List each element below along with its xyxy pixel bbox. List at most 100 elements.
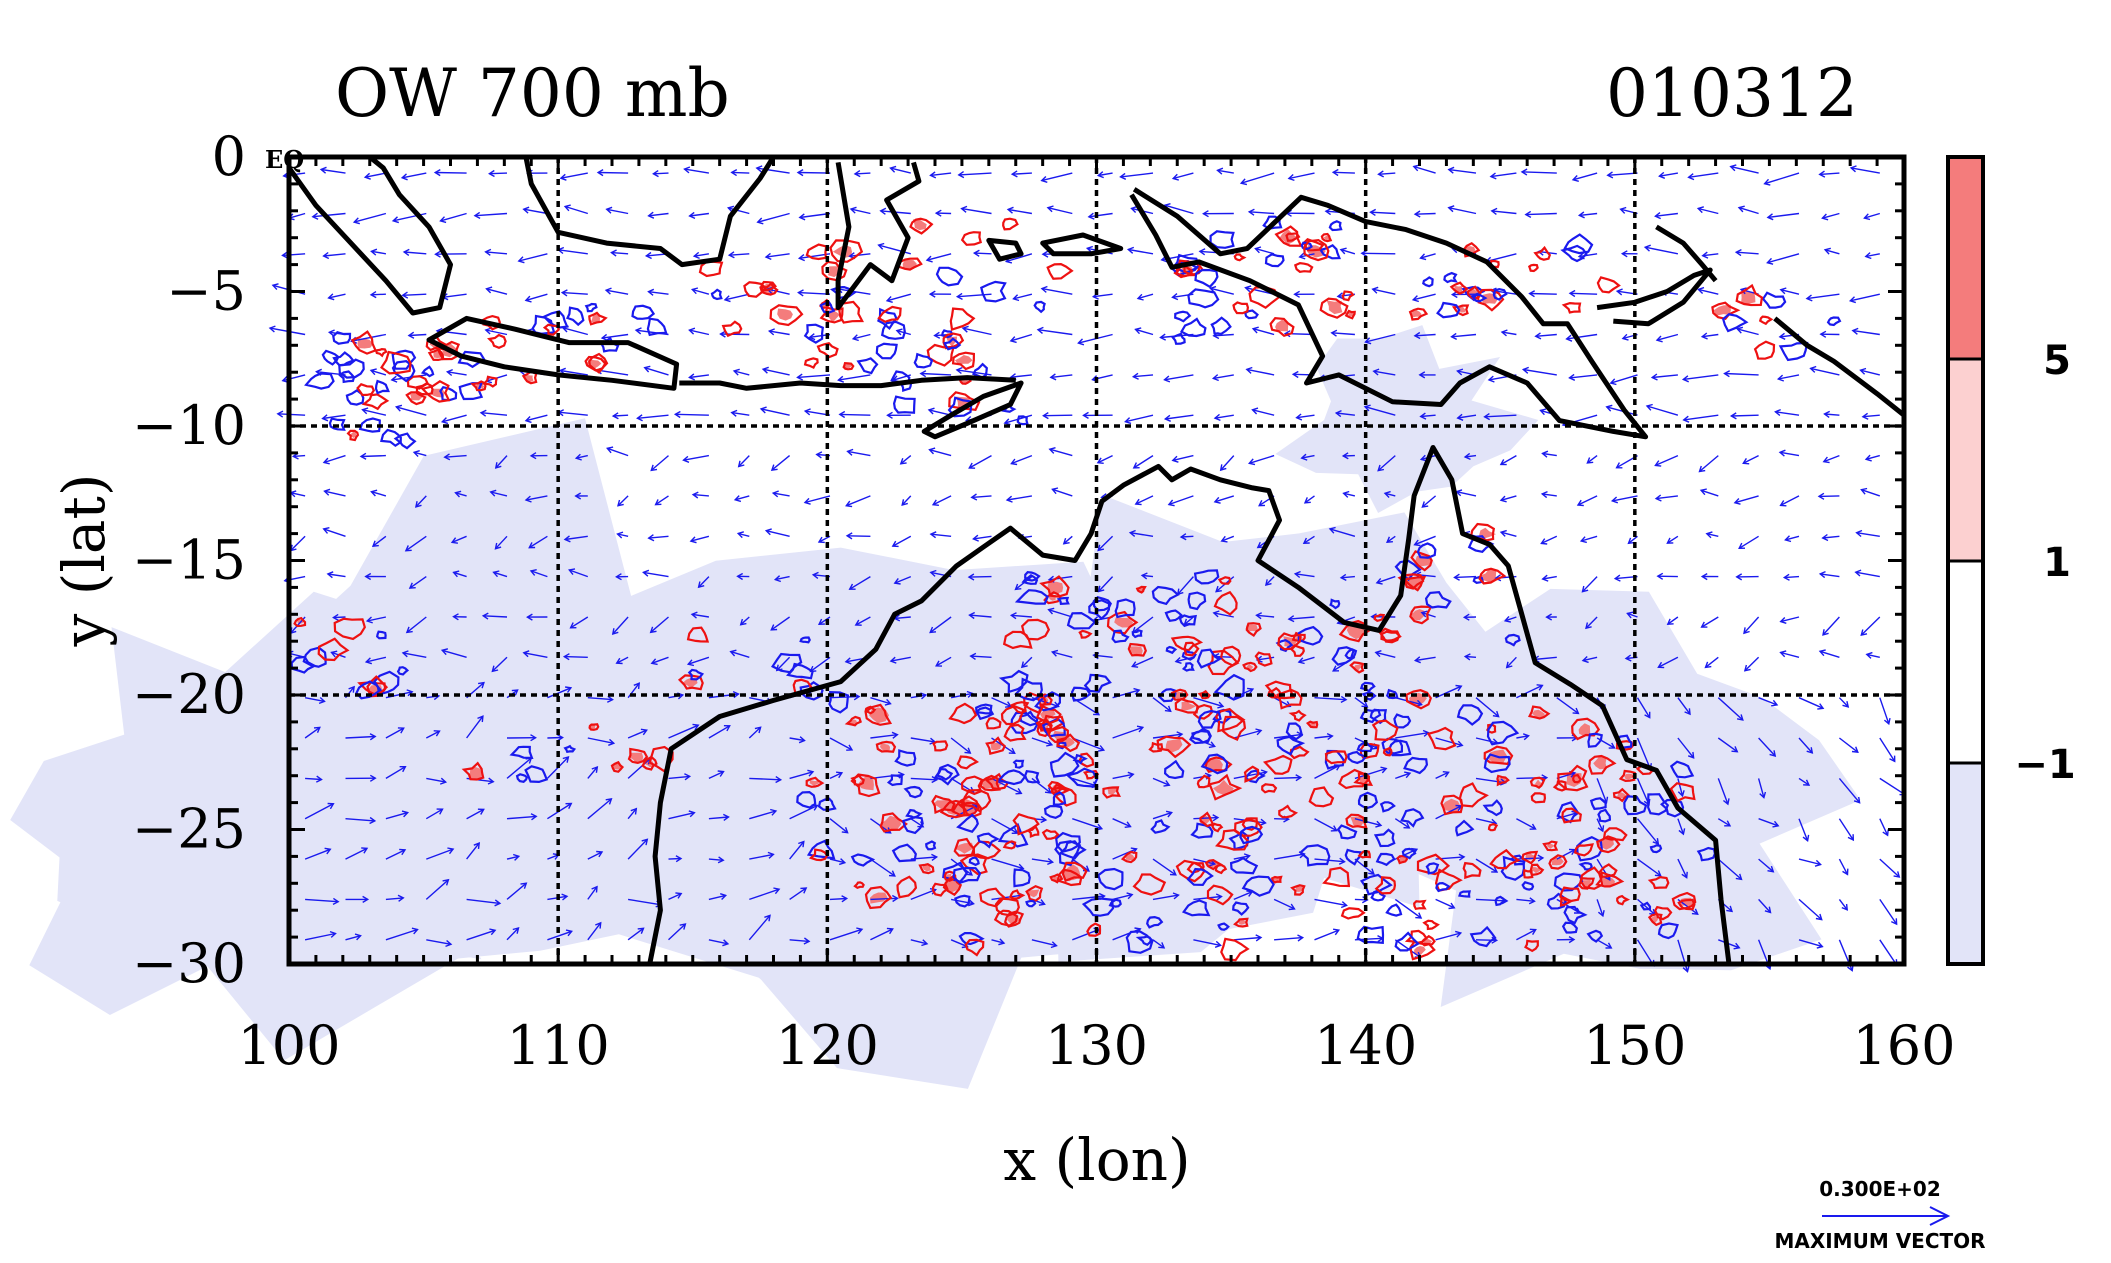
positive-ow-contour bbox=[875, 740, 897, 753]
wind-vector-head bbox=[1816, 941, 1824, 949]
wind-vector-head bbox=[370, 248, 378, 256]
wind-vector-head bbox=[764, 252, 772, 261]
wind-vector-head bbox=[1216, 167, 1224, 175]
wind-vector bbox=[848, 576, 871, 590]
wind-vector-shaft bbox=[1612, 495, 1638, 502]
wind-vector-head bbox=[1860, 487, 1868, 495]
negative-ow-contour bbox=[1589, 797, 1607, 811]
wind-vector-shaft bbox=[345, 935, 361, 941]
positive-ow-contour bbox=[1462, 861, 1482, 880]
positive-ow-contour bbox=[1671, 891, 1697, 911]
wind-vector-head bbox=[684, 773, 692, 781]
wind-vector-shaft bbox=[560, 369, 588, 376]
wind-vector bbox=[1300, 453, 1315, 461]
wind-vector-head bbox=[399, 766, 407, 773]
wind-vector-shaft bbox=[1152, 697, 1172, 712]
wind-vector-shaft bbox=[1048, 609, 1073, 618]
wind-vector-head bbox=[1419, 412, 1427, 420]
wind-vector-head bbox=[717, 856, 725, 864]
wind-vector bbox=[686, 656, 710, 667]
wind-vector-head bbox=[637, 927, 645, 934]
positive-ow-contour bbox=[896, 875, 918, 899]
positive-ow-contour bbox=[1588, 754, 1617, 775]
wind-vector-head bbox=[1295, 774, 1303, 782]
wind-vector-head bbox=[1212, 610, 1220, 618]
wind-vector bbox=[771, 490, 790, 498]
wind-vector-head bbox=[1644, 711, 1651, 719]
negative-ow-contour bbox=[1065, 767, 1099, 788]
wind-vector-head bbox=[1363, 404, 1371, 412]
coastline-sumatra bbox=[286, 155, 453, 316]
wind-vector-head bbox=[369, 774, 377, 782]
wind-vector-head bbox=[1643, 244, 1651, 252]
wind-vector-shaft bbox=[991, 858, 1024, 870]
wind-vector-head bbox=[329, 930, 337, 938]
negative-ow-contour bbox=[1088, 599, 1111, 620]
wind-vector-head bbox=[925, 255, 933, 263]
wind-vector-shaft bbox=[1475, 697, 1500, 718]
positive-ow-contour bbox=[1413, 899, 1427, 911]
coastline-new-britain bbox=[1596, 267, 1713, 327]
positive-ow-contour bbox=[1288, 709, 1307, 722]
wind-vector bbox=[789, 840, 805, 860]
negative-ow-contour bbox=[1013, 868, 1031, 888]
wind-vector bbox=[425, 878, 450, 900]
wind-vector-shaft bbox=[653, 172, 669, 175]
negative-ow-contour bbox=[856, 357, 879, 375]
wind-vector-head bbox=[836, 771, 844, 779]
wind-vector-head bbox=[1342, 490, 1350, 498]
wind-vector bbox=[1413, 331, 1436, 340]
wind-vector bbox=[1757, 778, 1767, 799]
coastline-new-guinea bbox=[1129, 187, 1649, 440]
negative-ow-contour bbox=[875, 342, 898, 360]
negative-ow-contour bbox=[391, 349, 417, 370]
wind-vector-shaft bbox=[1822, 535, 1840, 539]
wind-vector-head bbox=[1654, 212, 1661, 220]
wind-vector-shaft bbox=[1340, 248, 1356, 255]
negative-ow-contour bbox=[1187, 591, 1207, 611]
wind-vector-head bbox=[1627, 537, 1635, 545]
wind-vector bbox=[723, 293, 750, 303]
positive-ow-contour bbox=[1434, 868, 1463, 892]
negative-ow-contour bbox=[976, 832, 1000, 849]
wind-vector-head bbox=[401, 291, 409, 299]
wind-vector-head bbox=[1722, 798, 1730, 806]
positive-ow-shading bbox=[1326, 300, 1343, 315]
wind-vector-shaft bbox=[607, 447, 629, 457]
wind-vector bbox=[1609, 374, 1638, 386]
wind-vector-shaft bbox=[643, 571, 669, 578]
wind-vector-shaft bbox=[1112, 818, 1131, 828]
wind-vector-shaft bbox=[684, 168, 710, 174]
wind-vector-head bbox=[404, 545, 412, 552]
wind-vector-shaft bbox=[1879, 737, 1896, 762]
wind-vector-shaft bbox=[1220, 455, 1235, 471]
positive-ow-contour bbox=[1269, 317, 1295, 338]
equator-label: EQ bbox=[265, 145, 304, 174]
wind-vector-head bbox=[1724, 820, 1732, 827]
wind-vector-head bbox=[841, 826, 849, 834]
wind-vector bbox=[506, 853, 521, 861]
wind-vector-head bbox=[315, 775, 323, 783]
wind-vector-shaft bbox=[1764, 172, 1800, 185]
wind-vector-head bbox=[1041, 250, 1049, 258]
wind-vector-head bbox=[1848, 296, 1857, 304]
positive-ow-contour bbox=[425, 335, 447, 352]
positive-ow-contour bbox=[1277, 632, 1303, 651]
wind-vector bbox=[401, 650, 427, 658]
wind-vector-shaft bbox=[957, 293, 992, 298]
wind-vector-shaft bbox=[1052, 651, 1073, 658]
wind-vector-head bbox=[397, 894, 405, 902]
positive-ow-contour bbox=[829, 239, 864, 263]
wind-vector bbox=[1413, 210, 1436, 218]
wind-vector-head bbox=[730, 168, 738, 177]
wind-vector-head bbox=[407, 331, 415, 339]
positive-ow-contour bbox=[1132, 873, 1167, 896]
wind-vector-shaft bbox=[735, 495, 750, 501]
wind-vector bbox=[688, 373, 709, 381]
positive-ow-contour bbox=[853, 881, 865, 890]
wind-vector-head bbox=[433, 730, 441, 737]
wind-vector bbox=[1696, 206, 1719, 215]
wind-vector-head bbox=[1339, 573, 1347, 582]
wind-vector bbox=[1274, 774, 1303, 782]
wind-vector-head bbox=[1743, 627, 1750, 635]
